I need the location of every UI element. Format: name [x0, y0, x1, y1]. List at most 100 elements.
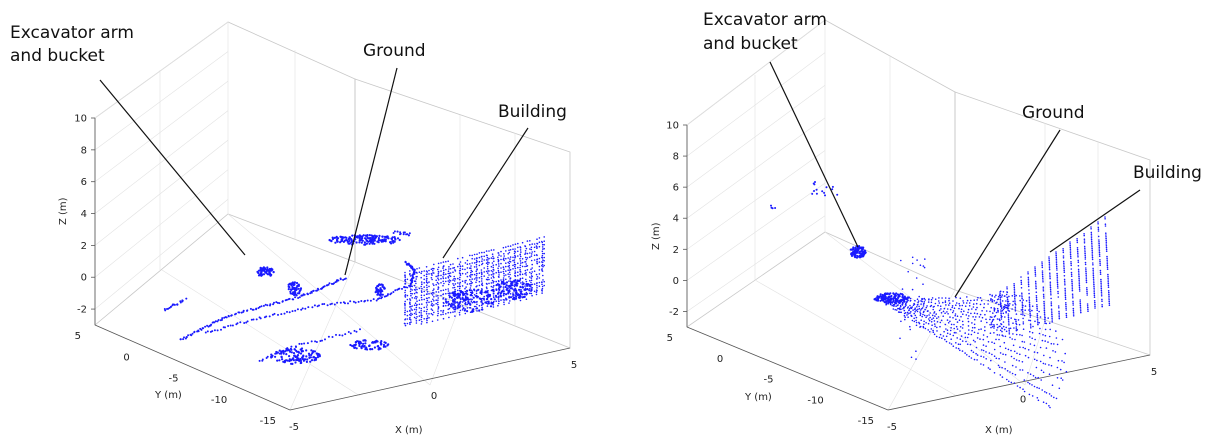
point — [930, 328, 933, 330]
point — [903, 299, 905, 302]
point — [508, 271, 511, 274]
point — [514, 288, 517, 291]
point — [493, 300, 495, 303]
point — [258, 359, 261, 362]
point — [299, 287, 303, 290]
point — [1077, 252, 1079, 254]
point — [213, 321, 216, 324]
point — [303, 342, 306, 345]
point — [1044, 391, 1046, 393]
point — [1029, 314, 1031, 317]
point — [918, 322, 921, 325]
point — [514, 254, 516, 257]
point — [514, 271, 517, 274]
point — [982, 344, 985, 346]
point — [1051, 317, 1053, 320]
point — [306, 342, 309, 345]
point — [423, 278, 426, 281]
point — [525, 280, 528, 283]
point — [1057, 290, 1059, 293]
point — [538, 257, 541, 260]
point — [966, 354, 968, 356]
point — [1101, 304, 1103, 306]
point — [1063, 361, 1065, 364]
point — [538, 245, 541, 248]
point — [366, 299, 369, 302]
point — [394, 289, 397, 292]
point — [1099, 269, 1102, 272]
point — [946, 319, 949, 321]
point — [1101, 300, 1103, 303]
point — [478, 272, 481, 275]
point — [976, 306, 978, 309]
point — [376, 293, 379, 296]
point — [521, 265, 524, 268]
point — [529, 276, 531, 278]
point — [473, 266, 476, 268]
point — [349, 332, 352, 335]
point — [1047, 317, 1049, 319]
point — [938, 297, 940, 299]
point — [1035, 300, 1038, 303]
point — [530, 248, 533, 251]
point — [1048, 405, 1050, 407]
point — [480, 300, 483, 303]
point — [1013, 357, 1015, 360]
point — [321, 303, 324, 306]
point — [442, 309, 445, 312]
point — [1029, 307, 1031, 309]
point — [359, 235, 362, 238]
point — [533, 270, 536, 273]
point — [348, 239, 351, 242]
point — [270, 353, 273, 356]
point — [316, 352, 319, 355]
point — [500, 279, 502, 281]
point — [345, 236, 348, 239]
point — [535, 293, 538, 296]
point — [490, 277, 493, 279]
point — [220, 328, 222, 331]
point — [873, 298, 876, 301]
point — [911, 256, 914, 259]
point — [543, 256, 545, 259]
point — [418, 271, 421, 274]
point — [519, 278, 521, 281]
point — [1078, 281, 1081, 283]
point — [431, 313, 434, 316]
point — [1007, 318, 1010, 321]
point — [287, 283, 290, 286]
point — [478, 304, 481, 307]
point — [1091, 242, 1093, 244]
point — [939, 305, 942, 308]
point — [1029, 336, 1031, 338]
point — [1027, 278, 1030, 281]
point — [998, 334, 1001, 336]
point — [1015, 359, 1018, 361]
point — [345, 238, 348, 242]
point — [500, 258, 502, 261]
point — [1107, 273, 1109, 276]
point — [1108, 295, 1110, 298]
point — [952, 334, 955, 337]
point — [1090, 237, 1093, 239]
point — [371, 341, 374, 344]
point — [469, 287, 472, 289]
point — [486, 261, 489, 263]
point — [990, 359, 992, 362]
point — [430, 272, 433, 275]
point — [421, 291, 423, 294]
point — [211, 330, 214, 333]
point — [409, 290, 412, 293]
point — [933, 333, 936, 336]
point — [538, 265, 541, 268]
point — [1106, 259, 1108, 262]
point — [1013, 288, 1016, 291]
point — [1031, 309, 1033, 312]
point — [904, 305, 906, 308]
point — [1008, 322, 1010, 324]
point — [380, 340, 383, 343]
point — [483, 271, 486, 273]
point — [1072, 315, 1075, 317]
point — [358, 237, 361, 240]
point — [1027, 356, 1030, 359]
